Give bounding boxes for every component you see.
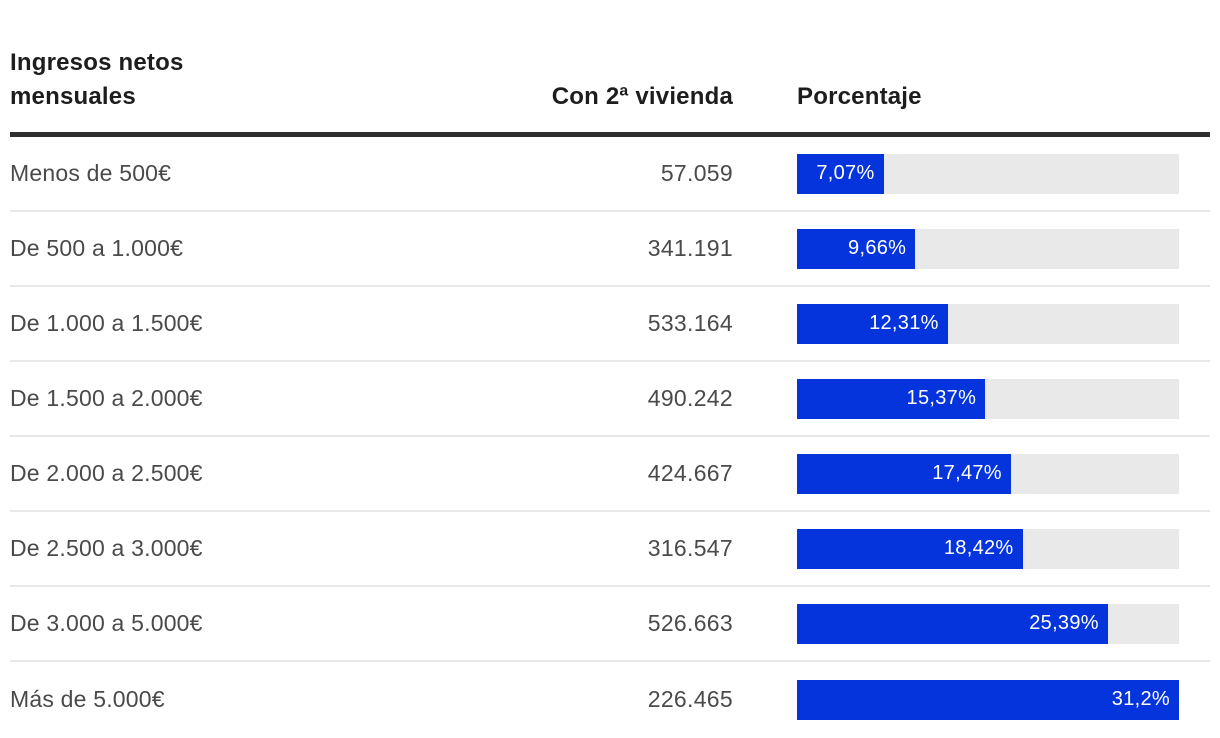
table-row: De 1.500 a 2.000€ 490.242 15,37% bbox=[10, 362, 1210, 437]
income-range-label: De 1.500 a 2.000€ bbox=[10, 385, 203, 411]
table-row: De 3.000 a 5.000€ 526.663 25,39% bbox=[10, 587, 1210, 662]
percentage-bar-cell: 31,2% bbox=[797, 679, 1210, 720]
income-range-label: De 2.500 a 3.000€ bbox=[10, 535, 203, 561]
second-home-count: 316.547 bbox=[647, 535, 733, 561]
percentage-bar-fill: 17,47% bbox=[797, 453, 1011, 494]
percentage-bar-label: 15,37% bbox=[906, 387, 977, 409]
second-home-count: 341.191 bbox=[647, 235, 733, 261]
column-header-percentage: Porcentaje bbox=[797, 83, 922, 110]
second-home-count: 424.667 bbox=[647, 460, 733, 486]
second-home-count: 526.663 bbox=[647, 610, 733, 636]
percentage-bar-cell: 18,42% bbox=[797, 528, 1210, 569]
percentage-bar-cell: 12,31% bbox=[797, 303, 1210, 344]
table-row: De 2.500 a 3.000€ 316.547 18,42% bbox=[10, 512, 1210, 587]
percentage-bar-track: 25,39% bbox=[797, 603, 1179, 644]
table-rows: Menos de 500€ 57.059 7,07% De 500 a 1.00… bbox=[10, 137, 1210, 737]
percentage-bar-fill: 18,42% bbox=[797, 528, 1023, 569]
percentage-bar-track: 18,42% bbox=[797, 528, 1179, 569]
column-header-second-home: Con 2ª vivienda bbox=[551, 83, 733, 110]
column-header-income-line2: mensuales bbox=[10, 83, 136, 110]
column-header-income: Ingresos netos mensuales bbox=[10, 46, 510, 114]
percentage-bar-label: 12,31% bbox=[869, 312, 939, 334]
percentage-bar-label: 17,47% bbox=[932, 462, 1002, 484]
percentage-bar-track: 7,07% bbox=[797, 153, 1179, 194]
percentage-bar-label: 25,39% bbox=[1029, 612, 1099, 634]
percentage-bar-cell: 25,39% bbox=[797, 603, 1210, 644]
percentage-bar-cell: 15,37% bbox=[797, 378, 1210, 419]
table-content: Ingresos netos mensuales Con 2ª vivienda… bbox=[10, 0, 1210, 737]
percentage-bar-track: 9,66% bbox=[797, 228, 1179, 269]
income-range-label: De 2.000 a 2.500€ bbox=[10, 460, 203, 486]
table-row: De 2.000 a 2.500€ 424.667 17,47% bbox=[10, 437, 1210, 512]
table-row: Más de 5.000€ 226.465 31,2% bbox=[10, 662, 1210, 737]
table-row: Menos de 500€ 57.059 7,07% bbox=[10, 137, 1210, 212]
table-row: De 500 a 1.000€ 341.191 9,66% bbox=[10, 212, 1210, 287]
percentage-bar-label: 31,2% bbox=[1111, 688, 1170, 710]
percentage-bar-fill: 15,37% bbox=[797, 378, 986, 419]
percentage-bar-track: 15,37% bbox=[797, 378, 1179, 419]
percentage-bar-cell: 17,47% bbox=[797, 453, 1210, 494]
column-header-income-line1: Ingresos netos bbox=[10, 49, 184, 76]
income-range-label: Menos de 500€ bbox=[10, 160, 172, 186]
percentage-bar-track: 17,47% bbox=[797, 453, 1179, 494]
second-home-count: 226.465 bbox=[647, 686, 733, 712]
percentage-bar-track: 12,31% bbox=[797, 303, 1179, 344]
percentage-bar-cell: 7,07% bbox=[797, 153, 1210, 194]
percentage-bar-label: 9,66% bbox=[848, 237, 907, 259]
income-range-label: De 500 a 1.000€ bbox=[10, 235, 184, 261]
second-home-count: 533.164 bbox=[647, 310, 733, 336]
percentage-bar-fill: 9,66% bbox=[797, 228, 916, 269]
percentage-bar-fill: 7,07% bbox=[797, 153, 884, 194]
income-range-label: De 3.000 a 5.000€ bbox=[10, 610, 203, 636]
percentage-bar-track: 31,2% bbox=[797, 679, 1179, 720]
percentage-bar-fill: 12,31% bbox=[797, 303, 948, 344]
percentage-bar-fill: 31,2% bbox=[797, 679, 1179, 720]
table-row: De 1.000 a 1.500€ 533.164 12,31% bbox=[10, 287, 1210, 362]
percentage-bar-cell: 9,66% bbox=[797, 228, 1210, 269]
percentage-bar-label: 18,42% bbox=[943, 537, 1014, 559]
second-home-count: 57.059 bbox=[660, 160, 733, 186]
percentage-bar-fill: 25,39% bbox=[797, 603, 1108, 644]
percentage-bar-label: 7,07% bbox=[816, 162, 875, 184]
table-header: Ingresos netos mensuales Con 2ª vivienda… bbox=[10, 0, 1210, 137]
second-home-count: 490.242 bbox=[647, 385, 733, 411]
income-range-label: Más de 5.000€ bbox=[10, 686, 165, 712]
income-range-label: De 1.000 a 1.500€ bbox=[10, 310, 203, 336]
